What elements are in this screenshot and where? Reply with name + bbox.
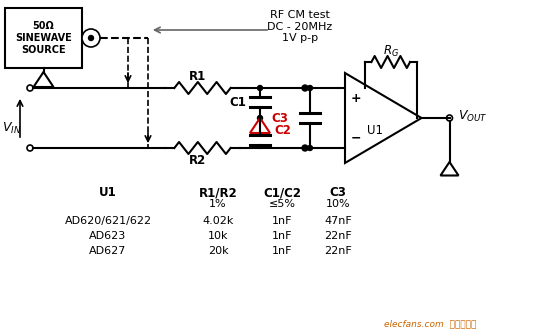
Text: C2: C2 — [274, 124, 291, 136]
Circle shape — [302, 85, 308, 91]
Text: $R_G$: $R_G$ — [383, 43, 399, 58]
Text: R1: R1 — [189, 70, 206, 83]
Circle shape — [447, 115, 453, 121]
Circle shape — [307, 85, 312, 90]
Text: RF CM test
DC - 20MHz
1V p-p: RF CM test DC - 20MHz 1V p-p — [267, 10, 333, 43]
Text: 10%: 10% — [326, 199, 350, 209]
Circle shape — [89, 36, 94, 41]
Text: −: − — [351, 131, 361, 144]
Text: C3: C3 — [329, 186, 346, 199]
Text: 1%: 1% — [209, 199, 227, 209]
Text: elecfans.com  电子发烧友: elecfans.com 电子发烧友 — [384, 319, 476, 328]
Text: AD623: AD623 — [89, 231, 127, 241]
Text: C1/C2: C1/C2 — [263, 186, 301, 199]
Text: AD620/621/622: AD620/621/622 — [64, 216, 152, 226]
Bar — [5, 8, 82, 68]
Text: 4.02k: 4.02k — [202, 216, 234, 226]
Text: 20k: 20k — [208, 246, 228, 256]
Text: U1: U1 — [367, 124, 383, 136]
Text: 1nF: 1nF — [272, 216, 292, 226]
Text: +: + — [351, 92, 361, 105]
Circle shape — [302, 145, 308, 151]
Text: $V_{IN}$: $V_{IN}$ — [2, 120, 21, 135]
Text: 1nF: 1nF — [272, 246, 292, 256]
Circle shape — [257, 116, 262, 121]
Text: ≤5%: ≤5% — [268, 199, 295, 209]
Circle shape — [82, 29, 100, 47]
Text: R2: R2 — [189, 154, 206, 167]
Text: R1/R2: R1/R2 — [199, 186, 238, 199]
Polygon shape — [345, 73, 421, 163]
Text: U1: U1 — [99, 186, 117, 199]
Circle shape — [307, 145, 312, 151]
Text: 10k: 10k — [208, 231, 228, 241]
Circle shape — [27, 85, 33, 91]
Text: 1nF: 1nF — [272, 231, 292, 241]
Text: 47nF: 47nF — [324, 216, 352, 226]
Text: C3: C3 — [271, 112, 288, 125]
Text: 22nF: 22nF — [324, 246, 352, 256]
Text: 50Ω
SINEWAVE
SOURCE: 50Ω SINEWAVE SOURCE — [15, 22, 72, 55]
Text: AD627: AD627 — [89, 246, 127, 256]
Text: C1: C1 — [229, 95, 246, 109]
Circle shape — [257, 85, 262, 90]
Text: 22nF: 22nF — [324, 231, 352, 241]
Circle shape — [27, 145, 33, 151]
Text: $V_{OUT}$: $V_{OUT}$ — [458, 109, 487, 124]
